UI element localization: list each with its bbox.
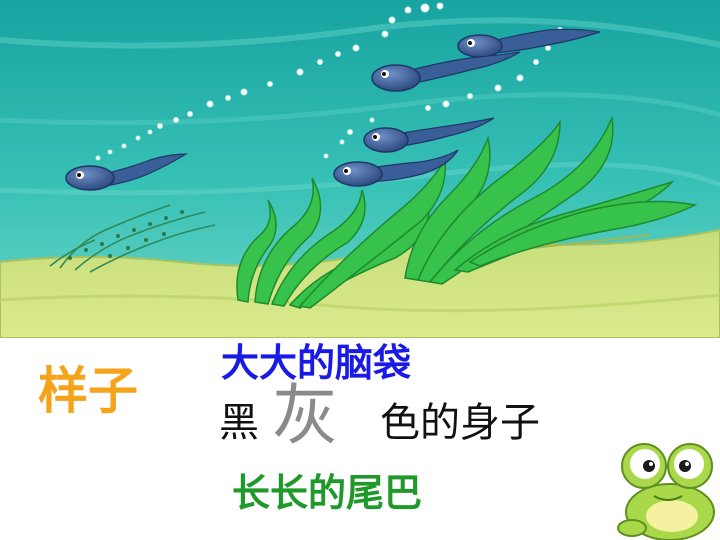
color-word-black: 黑 — [219, 400, 259, 446]
head-description: 大大的脑袋 — [221, 341, 412, 385]
bubbles — [95, 2, 563, 161]
tadpole-5 — [333, 149, 459, 187]
small-weeds — [49, 204, 216, 273]
weed-dots — [68, 210, 184, 260]
tail-description: 长长的尾巴 — [232, 471, 423, 515]
frog-icon — [617, 443, 715, 540]
body-description: 色的身子 — [380, 400, 540, 446]
underwater-scene-illustration — [0, 0, 720, 338]
tadpole-4 — [363, 117, 495, 153]
seaweed — [236, 115, 698, 309]
tadpole-3 — [371, 51, 521, 92]
tadpole-1 — [65, 153, 189, 191]
topic-label: 样子 — [38, 362, 138, 420]
tadpole-2 — [457, 28, 601, 58]
color-word-gray: 灰 — [272, 377, 338, 454]
